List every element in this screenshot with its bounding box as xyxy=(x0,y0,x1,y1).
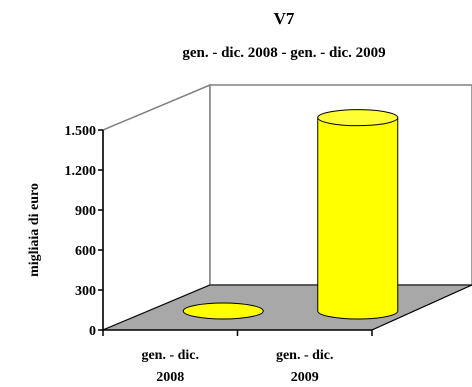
chart-title: V7 xyxy=(274,9,295,28)
y-tick-label: 900 xyxy=(75,204,96,219)
x-tick-label: gen. - dic. xyxy=(141,348,199,363)
y-axis-label: migliaia di euro xyxy=(27,183,42,277)
x-tick-label: 2009 xyxy=(291,370,319,385)
bar-top-1 xyxy=(317,109,399,127)
y-tick-label: 1.500 xyxy=(65,124,97,139)
plot-area: 0 300 600 900 1.200 1.500 gen. - dic. 2008 gen. … xyxy=(65,83,472,385)
x-tick-label: 2008 xyxy=(156,370,184,385)
y-tick-label: 0 xyxy=(89,324,96,339)
y-tick-label: 300 xyxy=(75,284,96,299)
x-axis-depth-edge xyxy=(371,284,472,331)
bar-1 xyxy=(317,117,399,320)
y-tick-label: 1.200 xyxy=(65,164,97,179)
bar-0 xyxy=(182,302,264,320)
y-tick-label: 600 xyxy=(75,244,96,259)
x-tick-label: gen. - dic. xyxy=(276,348,334,363)
chart-subtitle: gen. - dic. 2008 - gen. - dic. 2009 xyxy=(182,45,385,61)
